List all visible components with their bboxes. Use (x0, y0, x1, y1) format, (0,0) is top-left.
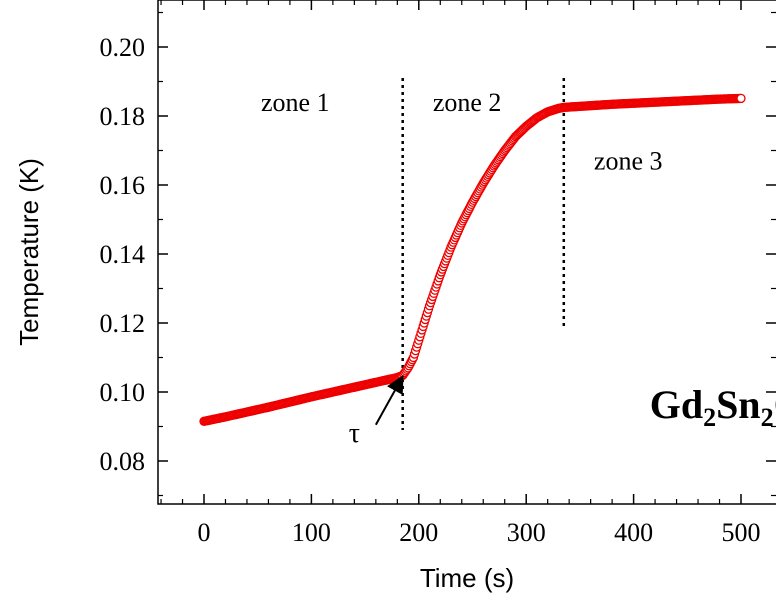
x-tick-label: 400 (614, 518, 653, 547)
zone-dividers (401, 78, 566, 430)
plot-frame (157, 0, 776, 505)
y-tick-label: 0.12 (100, 309, 146, 338)
zone-label: zone 3 (594, 146, 663, 175)
compound-o: O (774, 382, 776, 427)
compound-sub-1: 2 (703, 403, 716, 432)
y-tick-label: 0.16 (100, 171, 146, 200)
compound-sn: Sn (716, 382, 761, 427)
zone-label: zone 2 (433, 88, 502, 117)
axis-ticks (158, 0, 776, 504)
zone-label: zone 1 (261, 88, 330, 117)
zone-annotations: zone 1 zone 2 zone 3 (261, 88, 663, 176)
x-tick-label: 100 (292, 518, 331, 547)
y-tick-label: 0.10 (100, 378, 146, 407)
x-axis-label: Time (s) (420, 563, 514, 593)
x-tick-label: 200 (399, 518, 438, 547)
x-tick-label: 500 (722, 518, 761, 547)
y-tick-label: 0.08 (100, 447, 146, 476)
compound-gd: Gd (650, 382, 703, 427)
tau-arrow (374, 374, 404, 426)
y-axis-label: Temperature (K) (14, 158, 44, 346)
compound-label: Gd2Sn2O7 (650, 382, 776, 432)
y-tick-labels: 0.08 0.10 0.12 0.14 0.16 0.18 0.20 (100, 33, 146, 476)
data-point (736, 93, 746, 104)
data-series (199, 93, 746, 426)
y-tick-label: 0.14 (100, 240, 146, 269)
compound-sub-2: 2 (761, 403, 774, 432)
tau-label: τ (349, 418, 360, 449)
x-tick-labels: 0 100 200 300 400 500 (198, 518, 761, 547)
y-tick-label: 0.18 (100, 102, 146, 131)
y-tick-label: 0.20 (100, 33, 146, 62)
x-tick-label: 300 (507, 518, 546, 547)
x-tick-label: 0 (198, 518, 211, 547)
